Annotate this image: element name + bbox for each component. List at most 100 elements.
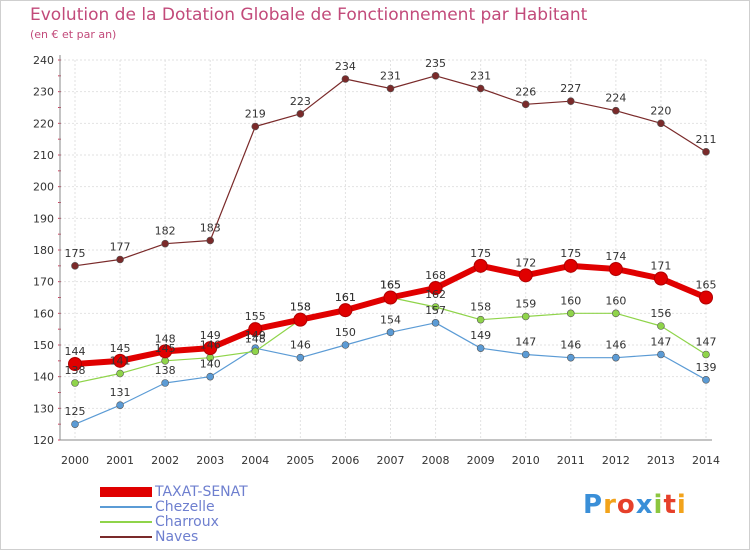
x-tick-label: 2009 bbox=[467, 454, 495, 467]
data-point bbox=[251, 122, 260, 131]
data-label: 231 bbox=[470, 70, 491, 83]
data-label: 158 bbox=[470, 301, 491, 314]
data-point bbox=[71, 420, 79, 428]
data-point bbox=[161, 239, 169, 248]
data-label: 231 bbox=[380, 70, 401, 83]
data-point bbox=[296, 110, 305, 118]
data-label: 148 bbox=[245, 332, 266, 345]
legend-swatch bbox=[100, 536, 152, 538]
data-label: 220 bbox=[650, 104, 671, 117]
data-label: 165 bbox=[380, 279, 401, 292]
data-label: 226 bbox=[515, 85, 536, 98]
data-point bbox=[203, 341, 218, 356]
data-point bbox=[428, 281, 443, 295]
data-label: 159 bbox=[515, 298, 536, 311]
data-point bbox=[657, 350, 665, 359]
data-point bbox=[612, 309, 620, 318]
data-label: 138 bbox=[155, 364, 176, 377]
data-label: 177 bbox=[110, 241, 131, 254]
data-label: 165 bbox=[380, 279, 401, 292]
y-tick-label: 130 bbox=[33, 402, 54, 415]
y-tick-label: 160 bbox=[33, 307, 54, 320]
data-label: 145 bbox=[110, 342, 131, 355]
x-tick-label: 2013 bbox=[647, 454, 675, 467]
data-point bbox=[657, 119, 665, 128]
data-point bbox=[341, 75, 350, 83]
data-point bbox=[608, 262, 623, 276]
data-label: 165 bbox=[696, 279, 717, 292]
y-tick-label: 190 bbox=[33, 212, 54, 225]
data-point bbox=[383, 290, 398, 305]
x-tick-label: 2001 bbox=[106, 454, 134, 467]
data-label: 147 bbox=[696, 336, 717, 349]
data-point bbox=[386, 328, 395, 337]
y-tick-label: 200 bbox=[33, 181, 54, 194]
data-point bbox=[116, 401, 124, 409]
data-label: 150 bbox=[335, 326, 356, 339]
legend-swatch bbox=[100, 521, 152, 523]
data-label: 156 bbox=[650, 307, 671, 320]
data-label: 224 bbox=[605, 92, 626, 105]
data-point bbox=[657, 322, 665, 330]
data-point bbox=[612, 353, 620, 362]
legend-label: Charroux bbox=[155, 514, 219, 530]
data-point bbox=[476, 84, 485, 93]
data-label: 141 bbox=[110, 355, 131, 368]
data-label: 146 bbox=[560, 339, 581, 352]
data-label: 160 bbox=[605, 294, 626, 307]
x-tick-label: 2014 bbox=[692, 454, 720, 467]
data-label: 175 bbox=[65, 247, 86, 260]
y-tick-label: 140 bbox=[33, 371, 54, 384]
x-tick-label: 2012 bbox=[602, 454, 630, 467]
data-label: 154 bbox=[380, 313, 401, 326]
legend-swatch bbox=[100, 487, 152, 497]
data-point bbox=[566, 353, 575, 362]
data-point bbox=[473, 258, 488, 273]
proxiti-logo: Proxiti bbox=[583, 490, 687, 520]
data-point bbox=[699, 290, 713, 305]
chart-subtitle: (en € et par an) bbox=[30, 28, 117, 41]
data-label: 145 bbox=[155, 342, 176, 355]
y-tick-label: 240 bbox=[33, 54, 54, 67]
data-label: 175 bbox=[560, 247, 581, 260]
data-point bbox=[341, 341, 350, 349]
data-label: 171 bbox=[650, 260, 671, 273]
data-point bbox=[653, 271, 668, 286]
data-label: 158 bbox=[290, 301, 311, 314]
data-label: 131 bbox=[110, 386, 131, 399]
y-tick-label: 150 bbox=[33, 339, 54, 352]
data-label: 223 bbox=[290, 95, 311, 108]
data-point bbox=[518, 268, 533, 283]
data-label: 149 bbox=[200, 329, 221, 342]
line-chart: 120 130 140 150 160 170 180 190 200 210 220 230 240 2… bbox=[33, 54, 720, 467]
data-point bbox=[431, 303, 440, 311]
data-label: 162 bbox=[425, 288, 446, 301]
data-label: 183 bbox=[200, 222, 221, 235]
data-label: 139 bbox=[696, 361, 717, 374]
data-point bbox=[251, 347, 260, 356]
data-point bbox=[296, 353, 305, 362]
legend-label: Chezelle bbox=[155, 499, 215, 515]
data-label: 149 bbox=[245, 329, 266, 342]
data-label: 157 bbox=[425, 304, 446, 317]
x-tick-label: 2008 bbox=[422, 454, 450, 467]
data-label: 182 bbox=[155, 225, 176, 238]
data-point bbox=[161, 379, 169, 387]
chart-title: Evolution de la Dotation Globale de Fonc… bbox=[30, 5, 588, 25]
data-point bbox=[702, 148, 710, 156]
data-label: 147 bbox=[650, 336, 671, 349]
data-point bbox=[566, 97, 575, 105]
y-tick-label: 120 bbox=[33, 434, 54, 447]
data-point bbox=[293, 312, 308, 327]
data-label: 146 bbox=[290, 339, 311, 352]
data-label: 155 bbox=[245, 310, 266, 323]
x-tick-label: 2003 bbox=[196, 454, 224, 467]
data-point bbox=[566, 309, 575, 318]
data-label: 147 bbox=[515, 336, 536, 349]
y-tick-label: 220 bbox=[33, 117, 54, 130]
y-tick-label: 180 bbox=[33, 244, 54, 257]
data-point bbox=[71, 379, 79, 387]
data-point bbox=[206, 236, 215, 245]
x-tick-label: 2004 bbox=[241, 454, 269, 467]
data-point bbox=[521, 350, 530, 359]
